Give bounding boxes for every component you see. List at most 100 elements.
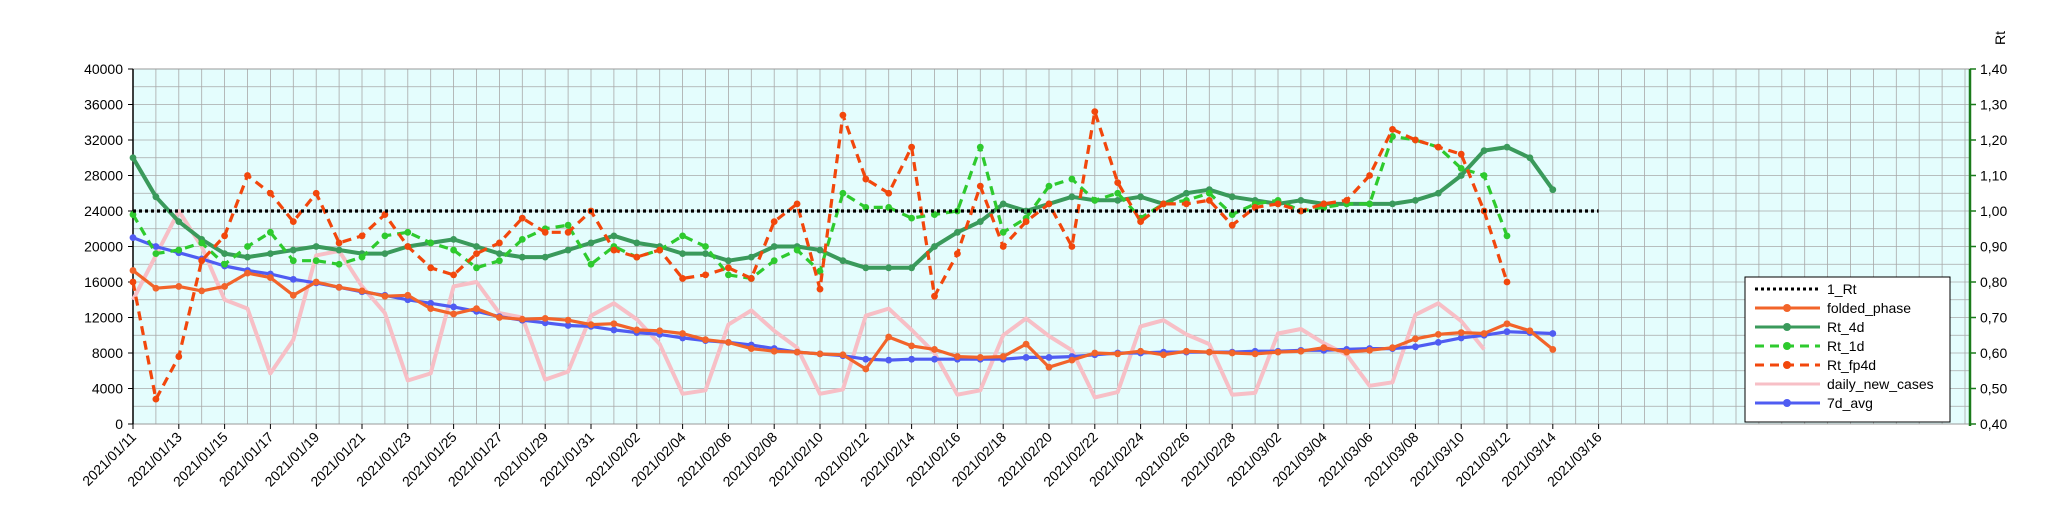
data-point-Rt_4d [1183,189,1190,197]
data-point-Rt_fp4d [1183,200,1190,208]
data-point-Rt_fp4d [954,250,961,257]
data-point-folded_phase [770,347,778,355]
data-point-Rt_fp4d [312,189,320,197]
data-point-Rt_1d [1091,196,1099,204]
data-point-Rt_4d [244,253,251,261]
data-point-Rt_1d [725,271,732,279]
data-point-Rt_1d [679,232,686,240]
data-point-folded_phase [1503,320,1511,328]
data-point-Rt_fp4d [335,239,343,247]
legend: 1_Rt folded_phase Rt_4d Rt_1d Rt_fp4d daily_n… [1744,276,1951,423]
data-point-Rt_fp4d [1457,150,1465,158]
legend-label: 1_Rt [1827,281,1857,297]
legend-marker-7d_avg [1783,399,1791,407]
data-point-Rt_4d [908,264,915,272]
data-point-folded_phase [1114,350,1122,358]
data-point-Rt_1d [496,257,503,265]
data-point-Rt_4d [496,250,503,257]
data-point-folded_phase [1228,349,1236,357]
data-point-Rt_1d [816,267,824,275]
y-tick-label: 28000 [84,168,123,184]
legend-box [1744,276,1951,423]
data-point-folded_phase [793,348,801,356]
data-point-Rt_4d [1526,154,1534,162]
data-point-folded_phase [816,350,824,358]
data-point-7d_avg [129,234,137,242]
data-point-Rt_1d [404,228,412,236]
data-point-Rt_4d [1114,196,1122,204]
y-tick-label: 4000 [92,381,123,397]
data-point-folded_phase [1091,349,1099,357]
data-point-folded_phase [1412,335,1419,343]
data-point-folded_phase [496,314,503,321]
data-point-Rt_4d [816,246,824,254]
data-point-Rt_4d [770,243,778,250]
data-point-7d_avg [1434,338,1442,346]
data-point-folded_phase [908,342,915,350]
data-point-Rt_fp4d [976,182,984,190]
data-point-Rt_4d [381,250,389,257]
y2-tick-label: 0,90 [1980,239,2007,255]
data-point-7d_avg [1457,334,1465,342]
data-point-folded_phase [1205,348,1213,356]
data-point-Rt_fp4d [999,243,1007,250]
data-point-folded_phase [1366,346,1373,354]
y-tick-label: 32000 [84,132,123,148]
data-point-Rt_fp4d [656,246,664,254]
data-point-Rt_fp4d [1320,200,1328,208]
y-tick-label: 0 [115,416,123,432]
data-point-Rt_4d [564,246,572,254]
data-point-Rt_fp4d [1205,196,1213,204]
y2-axis-label: Rt [1992,31,2008,45]
data-point-folded_phase [862,365,870,373]
data-point-Rt_1d [221,260,229,268]
series-Rt_fp4d [129,108,1511,403]
data-point-Rt_fp4d [1434,143,1442,151]
data-point-Rt_fp4d [610,246,618,254]
y2-tick-label: 1,00 [1980,203,2007,219]
data-point-Rt_fp4d [473,250,480,257]
data-point-Rt_4d [1434,189,1442,197]
data-point-Rt_1d [381,232,389,240]
data-point-7d_avg [862,355,870,363]
data-point-Rt_4d [450,236,457,243]
data-point-7d_avg [885,356,893,364]
data-point-Rt_1d [1503,232,1511,240]
data-point-Rt_4d [885,264,893,272]
legend-label: Rt_1d [1827,338,1864,354]
data-point-Rt_4d [1389,200,1396,208]
data-point-folded_phase [885,333,893,341]
data-point-Rt_1d [518,236,526,243]
series-folded_phase [129,267,1557,373]
data-point-Rt_fp4d [244,172,251,179]
data-point-folded_phase [358,287,366,295]
data-point-Rt_fp4d [702,271,709,279]
legend-label: folded_phase [1827,300,1911,316]
data-point-Rt_1d [885,204,893,211]
data-point-Rt_fp4d [1228,221,1236,229]
data-point-folded_phase [1274,348,1282,356]
y-tick-label: 36000 [84,97,123,113]
data-point-Rt_4d [725,257,732,265]
data-point-Rt_fp4d [1045,200,1053,208]
data-point-folded_phase [954,353,961,360]
data-point-Rt_fp4d [1297,207,1305,215]
data-point-Rt_4d [587,239,595,247]
data-point-Rt_fp4d [1137,218,1144,226]
data-point-Rt_4d [1022,207,1030,215]
data-point-folded_phase [747,345,755,352]
data-point-folded_phase [1389,344,1396,352]
data-point-Rt_4d [1412,196,1419,204]
data-point-folded_phase [1068,356,1076,364]
data-point-Rt_4d [862,264,870,272]
data-point-Rt_1d [999,228,1007,236]
data-point-Rt_fp4d [747,275,755,282]
data-point-Rt_1d [267,228,274,236]
data-point-Rt_4d [610,232,618,240]
data-point-folded_phase [312,278,320,286]
data-point-Rt_1d [862,204,870,211]
data-point-Rt_4d [129,154,137,162]
data-point-Rt_fp4d [1114,179,1122,187]
legend-marker-Rt_4d [1783,323,1791,331]
